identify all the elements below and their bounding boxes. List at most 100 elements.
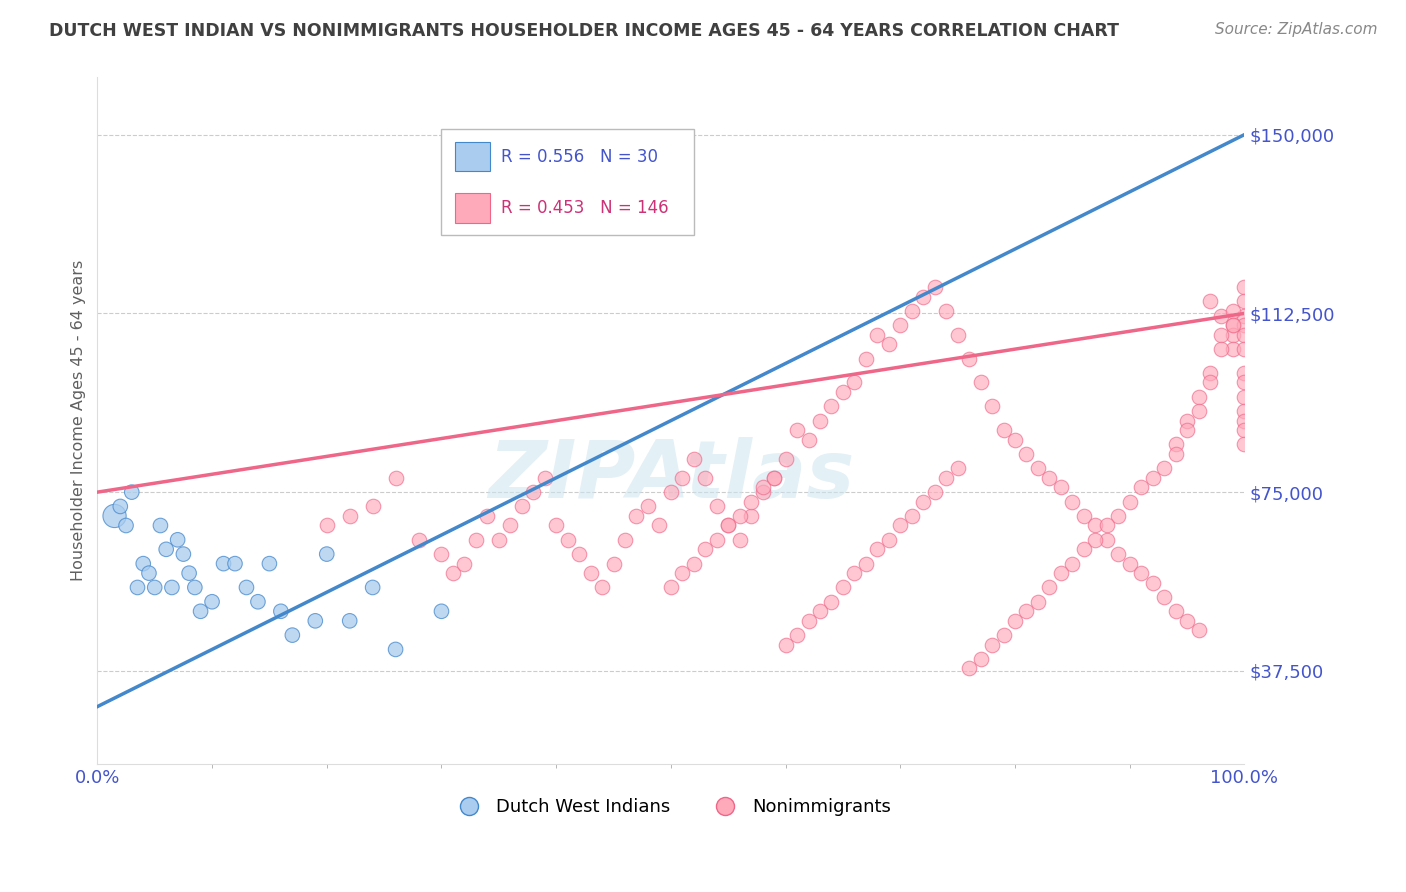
Point — [993, 423, 1015, 437]
Point — [1015, 447, 1038, 461]
Point — [103, 508, 125, 523]
Point — [695, 542, 717, 557]
Point — [797, 614, 820, 628]
Point — [224, 557, 246, 571]
Point — [740, 508, 762, 523]
Point — [671, 471, 693, 485]
Text: R = 0.556   N = 30: R = 0.556 N = 30 — [501, 147, 658, 166]
Point — [797, 433, 820, 447]
Point — [143, 581, 166, 595]
Point — [499, 518, 522, 533]
Point — [832, 384, 855, 399]
Point — [132, 557, 155, 571]
Text: Source: ZipAtlas.com: Source: ZipAtlas.com — [1215, 22, 1378, 37]
Point — [671, 566, 693, 581]
Point — [568, 547, 591, 561]
Point — [808, 604, 831, 618]
Point — [844, 566, 866, 581]
Point — [786, 628, 808, 642]
Point — [1175, 614, 1198, 628]
Point — [1062, 494, 1084, 508]
Point — [957, 351, 980, 366]
Point — [160, 581, 183, 595]
Bar — [456, 193, 489, 222]
Point — [763, 471, 786, 485]
Point — [626, 508, 648, 523]
Point — [717, 518, 740, 533]
Point — [659, 581, 682, 595]
Point — [775, 638, 797, 652]
Point — [866, 327, 889, 342]
Point — [717, 518, 740, 533]
Point — [1118, 557, 1140, 571]
Point — [1233, 327, 1256, 342]
Point — [166, 533, 188, 547]
Point — [706, 533, 728, 547]
Point — [546, 518, 568, 533]
Point — [935, 304, 957, 318]
Point — [190, 604, 212, 618]
Point — [488, 533, 510, 547]
Point — [201, 595, 224, 609]
Point — [1107, 508, 1129, 523]
Point — [751, 485, 773, 500]
Point — [1199, 366, 1222, 380]
Point — [1222, 342, 1244, 356]
Point — [728, 533, 751, 547]
Point — [1050, 566, 1073, 581]
Point — [855, 351, 877, 366]
Point — [315, 518, 337, 533]
Point — [695, 471, 717, 485]
Point — [1038, 581, 1060, 595]
Text: R = 0.453   N = 146: R = 0.453 N = 146 — [501, 199, 669, 217]
Point — [533, 471, 555, 485]
Point — [259, 557, 281, 571]
Point — [1233, 309, 1256, 323]
Point — [1004, 614, 1026, 628]
Point — [1199, 376, 1222, 390]
Point — [430, 547, 453, 561]
Point — [121, 485, 143, 500]
Point — [138, 566, 160, 581]
Point — [339, 508, 361, 523]
Point — [1062, 557, 1084, 571]
Point — [877, 533, 900, 547]
Point — [315, 547, 337, 561]
Point — [1073, 542, 1095, 557]
Point — [1187, 624, 1209, 638]
Point — [855, 557, 877, 571]
Point — [115, 518, 138, 533]
Point — [184, 581, 207, 595]
Point — [1222, 327, 1244, 342]
Point — [1164, 604, 1187, 618]
Point — [510, 500, 533, 514]
Point — [522, 485, 544, 500]
Point — [110, 500, 132, 514]
Point — [981, 400, 1004, 414]
Point — [900, 304, 922, 318]
Point — [1153, 590, 1175, 604]
Point — [1175, 414, 1198, 428]
Point — [1233, 376, 1256, 390]
Point — [820, 400, 842, 414]
Point — [557, 533, 579, 547]
Point — [946, 327, 969, 342]
Point — [246, 595, 269, 609]
Point — [339, 614, 361, 628]
Point — [1211, 327, 1233, 342]
Point — [591, 581, 613, 595]
Point — [1130, 480, 1153, 494]
Point — [1164, 447, 1187, 461]
Point — [579, 566, 602, 581]
Point — [1142, 471, 1164, 485]
Point — [832, 581, 855, 595]
Point — [866, 542, 889, 557]
Point — [408, 533, 430, 547]
Point — [1118, 494, 1140, 508]
Point — [682, 557, 704, 571]
Point — [682, 451, 704, 466]
Point — [1233, 414, 1256, 428]
Point — [1084, 518, 1107, 533]
Point — [1233, 390, 1256, 404]
Point — [946, 461, 969, 475]
